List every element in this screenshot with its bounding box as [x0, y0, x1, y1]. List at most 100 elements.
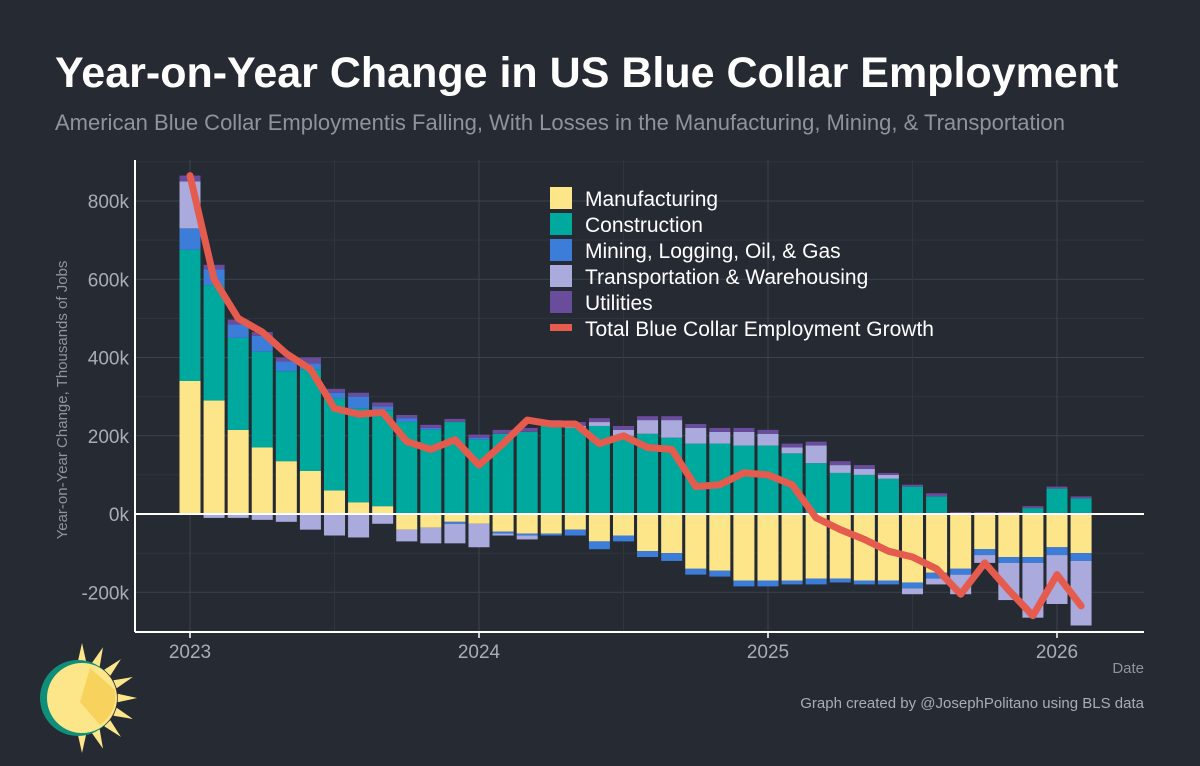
- axes: [134, 160, 1144, 633]
- legend-swatch: [550, 187, 572, 209]
- bar-transportation-warehousing: [468, 523, 490, 548]
- legend-swatch: [550, 213, 572, 235]
- bar-utilities: [709, 427, 731, 432]
- bar-utilities: [637, 416, 659, 421]
- legend-label: Manufacturing: [585, 188, 718, 211]
- bar-manufacturing: [203, 400, 225, 514]
- bar-utilities: [805, 441, 827, 446]
- bar-construction: [227, 337, 249, 430]
- bar-mining-logging-oil-gas: [853, 580, 875, 585]
- bar-mining-logging-oil-gas: [468, 437, 490, 440]
- bar-mining-logging-oil-gas: [492, 531, 514, 534]
- bar-manufacturing: [974, 514, 996, 550]
- bar-manufacturing: [998, 514, 1020, 558]
- bar-construction: [275, 371, 297, 462]
- bar-transportation-warehousing: [853, 469, 875, 475]
- bar-mining-logging-oil-gas: [998, 557, 1020, 563]
- bar-utilities: [1022, 506, 1044, 509]
- sun-rays: [77, 643, 137, 753]
- sun-logo-icon: [40, 643, 137, 753]
- sun-ray: [104, 720, 121, 737]
- bar-utilities: [902, 484, 923, 487]
- bar-transportation-warehousing: [372, 514, 394, 524]
- y-tick-label: 400k: [88, 349, 130, 370]
- bar-mining-logging-oil-gas: [1070, 553, 1092, 561]
- bar-transportation-warehousing: [637, 420, 659, 434]
- chart-title: Year-on-Year Change in US Blue Collar Em…: [55, 49, 1118, 97]
- bar-utilities: [1046, 486, 1068, 489]
- bar-construction: [829, 472, 851, 514]
- bar-manufacturing: [564, 514, 586, 530]
- bar-mining-logging-oil-gas: [757, 580, 779, 587]
- sun-ray: [77, 643, 87, 663]
- bar-mining-logging-oil-gas: [372, 406, 394, 411]
- bar-construction: [733, 445, 755, 514]
- bar-manufacturing: [348, 502, 370, 514]
- bar-manufacturing: [179, 380, 201, 514]
- bar-transportation-warehousing: [685, 427, 707, 444]
- bar-mining-logging-oil-gas: [324, 392, 345, 399]
- bar-mining-logging-oil-gas: [1046, 547, 1068, 556]
- bar-transportation-warehousing: [299, 514, 321, 530]
- y-tick-label: 800k: [88, 192, 130, 213]
- bar-manufacturing: [251, 447, 273, 514]
- bar-construction: [805, 463, 827, 514]
- bar-utilities: [348, 392, 370, 397]
- bar-transportation-warehousing: [757, 433, 779, 446]
- bar-manufacturing: [540, 514, 562, 534]
- bar-construction: [926, 496, 948, 514]
- total-line-group: [186, 172, 1085, 620]
- bar-construction: [902, 486, 923, 514]
- bar-construction: [685, 443, 707, 514]
- bar-manufacturing: [1022, 514, 1044, 558]
- x-tick-label: 2023: [169, 642, 211, 663]
- bar-construction: [853, 474, 875, 514]
- bar-utilities: [829, 461, 851, 466]
- bar-manufacturing: [1046, 514, 1068, 548]
- sun-ray: [113, 677, 133, 689]
- y-tick-label: 0k: [109, 505, 130, 526]
- bar-transportation-warehousing: [974, 555, 996, 563]
- bar-manufacturing: [299, 470, 321, 514]
- bar-manufacturing: [275, 461, 297, 514]
- y-tick-label: -200k: [81, 583, 129, 604]
- bar-transportation-warehousing: [444, 523, 466, 544]
- y-tick-labels: -200k 0k 200k 400k 600k 800k: [81, 192, 129, 604]
- sun-ray: [117, 693, 137, 703]
- bar-construction: [564, 427, 586, 514]
- sun-ray: [104, 659, 121, 676]
- bar-utilities: [877, 472, 899, 475]
- x-axis-title: Date: [1112, 660, 1144, 677]
- bar-transportation-warehousing: [203, 514, 225, 518]
- legend-swatch: [550, 239, 572, 261]
- bar-construction: [757, 445, 779, 514]
- bar-manufacturing: [853, 514, 875, 581]
- bar-transportation-warehousing: [588, 422, 610, 426]
- bar-construction: [709, 443, 731, 514]
- bar-manufacturing: [516, 514, 538, 534]
- bar-utilities: [781, 443, 803, 448]
- bar-mining-logging-oil-gas: [733, 580, 755, 587]
- bar-mining-logging-oil-gas: [926, 572, 948, 579]
- bar-transportation-warehousing: [420, 527, 442, 544]
- bar-utilities: [733, 427, 755, 432]
- bar-manufacturing: [324, 490, 345, 514]
- bar-manufacturing: [468, 514, 490, 524]
- legend-label: Mining, Logging, Oil, & Gas: [585, 240, 841, 263]
- bar-manufacturing: [420, 514, 442, 528]
- bar-transportation-warehousing: [781, 447, 803, 454]
- bar-manufacturing: [1070, 514, 1092, 554]
- bar-utilities: [613, 425, 634, 430]
- sun-ray: [91, 647, 103, 667]
- bar-manufacturing: [926, 514, 948, 573]
- bar-construction: [613, 435, 634, 514]
- bar-manufacturing: [492, 514, 514, 532]
- bar-mining-logging-oil-gas: [637, 551, 659, 558]
- bar-mining-logging-oil-gas: [1022, 557, 1044, 563]
- bar-utilities: [757, 429, 779, 434]
- bar-mining-logging-oil-gas: [516, 533, 538, 536]
- bar-manufacturing: [709, 514, 731, 571]
- bar-mining-logging-oil-gas: [227, 324, 249, 338]
- bar-construction: [516, 431, 538, 514]
- bar-construction: [492, 433, 514, 514]
